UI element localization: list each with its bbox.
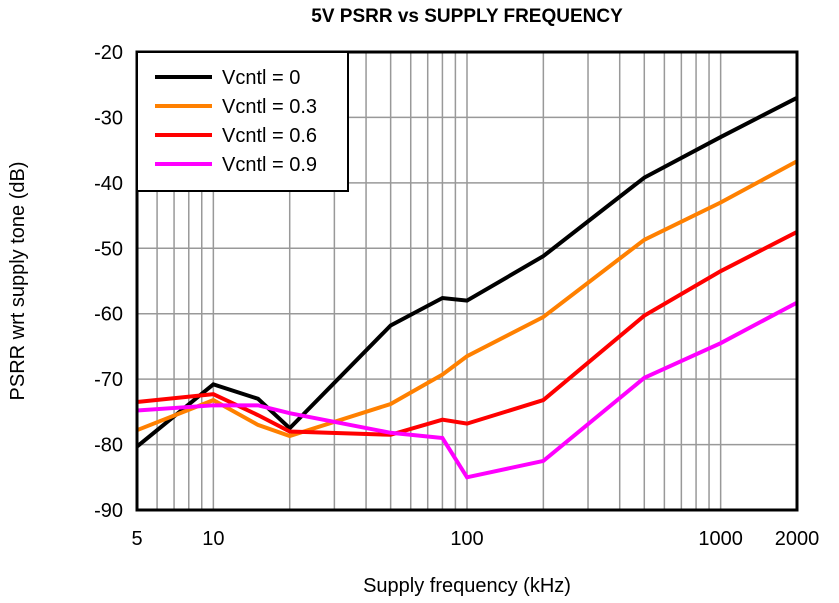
x-tick-label: 1000: [698, 528, 743, 550]
y-tick-label: -90: [94, 500, 123, 522]
legend: Vcntl = 0 Vcntl = 0.3 Vcntl = 0.6 Vcntl = 0…: [136, 51, 349, 192]
legend-label: Vcntl = 0.9: [222, 154, 317, 176]
y-tick-label: -60: [94, 304, 123, 326]
x-axis-label: Supply frequency (kHz): [363, 575, 571, 597]
tick-labels: -20 -30 -40 -50 -60 -70 -80 -90 5 10 100 1000 2000: [94, 42, 819, 550]
series-line-0: [135, 96, 798, 449]
legend-label: Vcntl = 0: [222, 67, 300, 89]
legend-label: Vcntl = 0.6: [222, 125, 317, 147]
x-tick-label: 5: [131, 528, 142, 550]
x-tick-label: 100: [450, 528, 483, 550]
y-tick-label: -30: [94, 107, 123, 129]
y-tick-label: -50: [94, 238, 123, 260]
plot-frame: [135, 50, 799, 512]
y-tick-label: -80: [94, 435, 123, 457]
series-line-3: [136, 300, 798, 480]
x-tick-label: 2000: [775, 528, 820, 550]
y-tick-label: -40: [94, 173, 123, 195]
x-tick-label: 10: [202, 528, 224, 550]
y-tick-label: -70: [94, 369, 123, 391]
chart-title: 5V PSRR vs SUPPLY FREQUENCY: [311, 6, 623, 27]
series-line-1: [136, 159, 798, 439]
legend-label: Vcntl = 0.3: [222, 96, 317, 118]
series-line-2: [136, 230, 798, 437]
y-tick-label: -20: [94, 42, 123, 64]
y-axis-label: PSRR wrt supply tone (dB): [7, 162, 29, 401]
series-lines: [135, 96, 798, 480]
